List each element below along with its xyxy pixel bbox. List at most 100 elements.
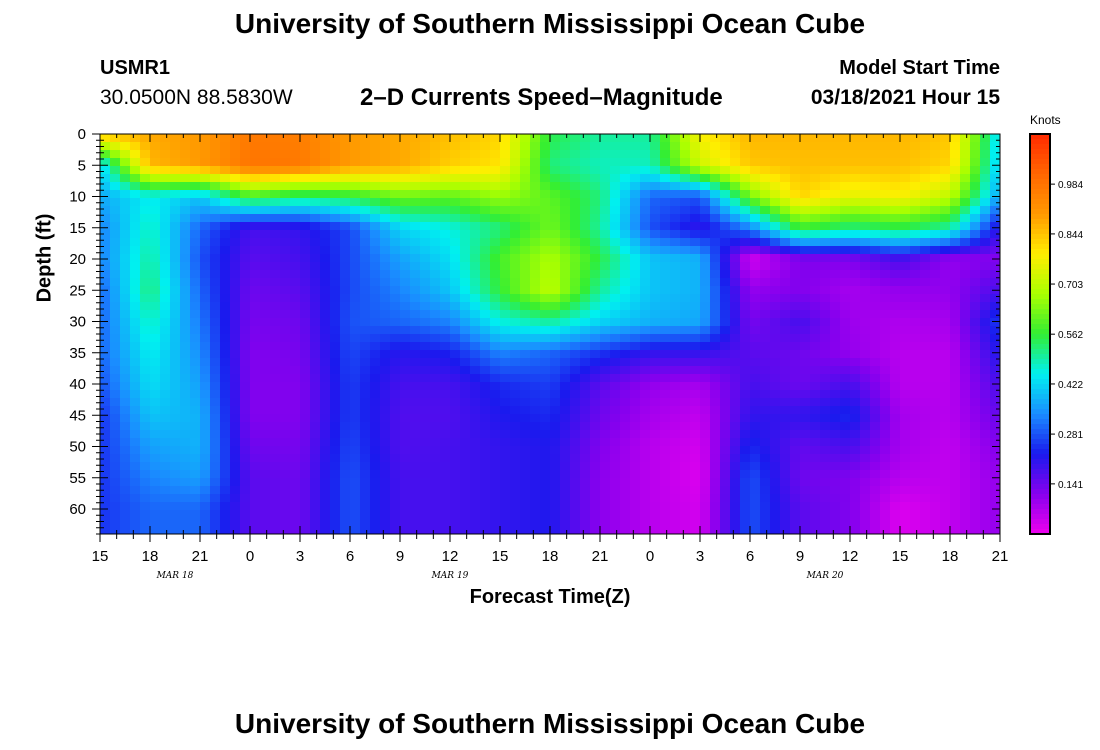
colorbar-swatch: [1030, 399, 1050, 405]
heatmap-cell: [840, 238, 851, 247]
heatmap-cell: [800, 166, 811, 175]
heatmap-cell: [430, 326, 441, 335]
heatmap-cell: [910, 238, 921, 247]
heatmap-cell: [640, 502, 651, 511]
heatmap-cell: [150, 374, 161, 383]
heatmap-cell: [120, 174, 131, 183]
heatmap-cell: [930, 262, 941, 271]
heatmap-cell: [520, 526, 531, 534]
heatmap-cell: [140, 350, 151, 359]
heatmap-cell: [260, 142, 271, 151]
heatmap-cell: [880, 254, 891, 263]
heatmap-cell: [900, 174, 911, 183]
heatmap-cell: [920, 342, 931, 351]
heatmap-cell: [780, 166, 791, 175]
heatmap-cell: [780, 478, 791, 487]
heatmap-cell: [480, 334, 491, 343]
heatmap-cell: [380, 318, 391, 327]
heatmap-cell: [910, 366, 921, 375]
heatmap-cell: [760, 478, 771, 487]
heatmap-cell: [690, 438, 701, 447]
heatmap-cell: [950, 326, 961, 335]
heatmap-cell: [490, 302, 501, 311]
heatmap-cell: [580, 238, 591, 247]
heatmap-cell: [430, 494, 441, 503]
heatmap-cell: [450, 350, 461, 359]
heatmap-cell: [190, 414, 201, 423]
heatmap-cell: [380, 350, 391, 359]
heatmap-cell: [780, 430, 791, 439]
heatmap-cell: [510, 526, 521, 534]
y-tick-label: 60: [69, 501, 86, 518]
heatmap-cell: [780, 374, 791, 383]
heatmap-cell: [470, 398, 481, 407]
heatmap-cell: [280, 150, 291, 159]
heatmap-cell: [200, 150, 211, 159]
heatmap-cell: [940, 374, 951, 383]
heatmap-cell: [740, 462, 751, 471]
heatmap-cell: [910, 134, 921, 143]
heatmap-cell: [650, 310, 661, 319]
heatmap-cell: [740, 198, 751, 207]
heatmap-cell: [330, 190, 341, 199]
heatmap-cell: [280, 142, 291, 151]
heatmap-cell: [220, 494, 231, 503]
heatmap-cell: [520, 334, 531, 343]
heatmap-cell: [860, 310, 871, 319]
heatmap-cell: [640, 174, 651, 183]
heatmap-cell: [360, 254, 371, 263]
heatmap-cell: [650, 334, 661, 343]
heatmap-cell: [420, 478, 431, 487]
heatmap-cell: [850, 406, 861, 415]
heatmap-cell: [850, 518, 861, 527]
heatmap-cell: [320, 374, 331, 383]
heatmap-cell: [760, 150, 771, 159]
heatmap-cell: [440, 342, 451, 351]
heatmap-cell: [820, 222, 831, 231]
heatmap-cell: [940, 150, 951, 159]
heatmap-cell: [130, 190, 141, 199]
heatmap-cell: [850, 230, 861, 239]
heatmap-cell: [600, 190, 611, 199]
heatmap-cell: [480, 470, 491, 479]
heatmap-cell: [770, 286, 781, 295]
heatmap-cell: [830, 510, 841, 519]
heatmap-cell: [600, 334, 611, 343]
heatmap-cell: [630, 366, 641, 375]
heatmap-cell: [370, 254, 381, 263]
heatmap-cell: [230, 222, 241, 231]
heatmap-cell: [630, 238, 641, 247]
heatmap-cell: [860, 398, 871, 407]
heatmap-cell: [550, 334, 561, 343]
heatmap-cell: [640, 246, 651, 255]
heatmap-cell: [980, 430, 991, 439]
heatmap-cell: [990, 198, 1000, 207]
heatmap-cell: [560, 142, 571, 151]
heatmap-cell: [420, 270, 431, 279]
heatmap-cell: [780, 150, 791, 159]
heatmap-cell: [710, 390, 721, 399]
heatmap-cell: [290, 190, 301, 199]
heatmap-cell: [680, 134, 691, 143]
heatmap-cell: [720, 486, 731, 495]
heatmap-cell: [310, 270, 321, 279]
heatmap-cell: [720, 302, 731, 311]
heatmap-cell: [250, 366, 261, 375]
heatmap-cell: [810, 254, 821, 263]
heatmap-cell: [270, 206, 281, 215]
heatmap-cell: [910, 358, 921, 367]
heatmap-cell: [790, 398, 801, 407]
heatmap-cell: [350, 478, 361, 487]
heatmap-cell: [490, 310, 501, 319]
heatmap-cell: [390, 246, 401, 255]
heatmap-cell: [480, 406, 491, 415]
heatmap-cell: [630, 462, 641, 471]
heatmap-cell: [520, 318, 531, 327]
heatmap-cell: [830, 390, 841, 399]
heatmap-cell: [580, 342, 591, 351]
heatmap-cell: [710, 302, 721, 311]
heatmap-cell: [460, 278, 471, 287]
heatmap-cell: [400, 462, 411, 471]
heatmap-cell: [440, 430, 451, 439]
heatmap-cell: [930, 398, 941, 407]
